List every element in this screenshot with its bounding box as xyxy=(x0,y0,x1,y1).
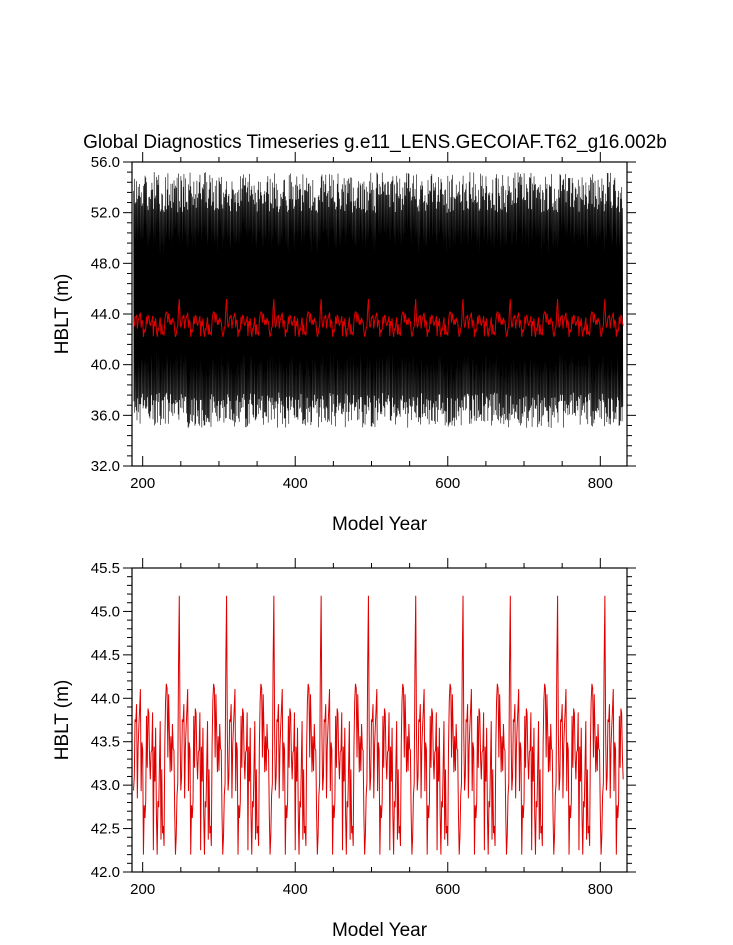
x-tick-label: 800 xyxy=(588,475,613,492)
x-tick-label: 200 xyxy=(130,475,155,492)
bottom-panel-y-axis-label: HBLT (m) xyxy=(52,680,73,761)
chart-title: Global Diagnostics Timeseries g.e11_LENS… xyxy=(83,132,667,153)
y-tick-label: 44.0 xyxy=(91,306,120,323)
x-tick-label: 600 xyxy=(435,475,460,492)
top-panel-ticks xyxy=(123,152,636,467)
y-tick-label: 32.0 xyxy=(91,458,120,475)
y-tick-label: 36.0 xyxy=(91,407,120,424)
y-tick-label: 43.5 xyxy=(91,734,120,751)
y-tick-label: 42.0 xyxy=(91,864,120,881)
y-tick-label: 48.0 xyxy=(91,255,120,272)
top-panel-tick-labels: 200 400 600 800 32.0 36.0 40.0 44.0 48.0 52.0 56.0 xyxy=(91,154,613,492)
y-tick-label: 44.5 xyxy=(91,647,120,664)
y-tick-label: 52.0 xyxy=(91,205,120,222)
x-tick-label: 200 xyxy=(130,881,155,898)
top-panel-annual-mean-line xyxy=(133,299,624,337)
x-tick-label: 800 xyxy=(588,881,613,898)
bottom-panel: 200 400 600 800 42.0 42.5 43.0 43.5 44.0 44.5 45.0… xyxy=(52,558,636,941)
top-panel: 200 400 600 800 32.0 36.0 40.0 44.0 48.0 52.0 56.0… xyxy=(52,152,636,535)
top-panel-x-axis-label: Model Year xyxy=(332,514,428,535)
bottom-panel-tick-labels: 200 400 600 800 42.0 42.5 43.0 43.5 44.0 44.5 45.0… xyxy=(91,560,613,898)
bottom-panel-annual-mean-line xyxy=(133,595,624,855)
y-tick-label: 43.0 xyxy=(91,777,120,794)
top-panel-y-axis-label: HBLT (m) xyxy=(52,274,73,355)
y-tick-label: 44.0 xyxy=(91,690,120,707)
top-panel-monthly-line xyxy=(133,172,624,428)
bottom-panel-series xyxy=(133,595,624,855)
bottom-panel-ticks xyxy=(123,558,636,873)
y-tick-label: 45.0 xyxy=(91,603,120,620)
y-tick-label: 42.5 xyxy=(91,821,120,838)
x-tick-label: 400 xyxy=(283,475,308,492)
top-panel-series xyxy=(133,172,624,428)
bottom-panel-frame xyxy=(131,567,628,873)
y-tick-label: 45.5 xyxy=(91,560,120,577)
bottom-panel-x-axis-label: Model Year xyxy=(332,920,428,941)
x-tick-label: 400 xyxy=(283,881,308,898)
y-tick-label: 56.0 xyxy=(91,154,120,171)
x-tick-label: 600 xyxy=(435,881,460,898)
y-tick-label: 40.0 xyxy=(91,357,120,374)
